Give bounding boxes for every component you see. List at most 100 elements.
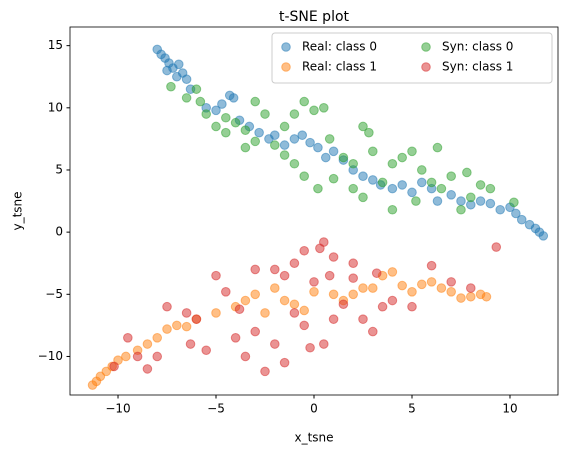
point [270, 130, 280, 140]
point [309, 287, 319, 297]
y-axis-label: y_tsne [11, 191, 25, 230]
point [299, 305, 310, 316]
point [465, 283, 476, 293]
point [367, 283, 378, 293]
point [250, 326, 261, 337]
point [240, 351, 251, 362]
point [348, 289, 358, 300]
point [270, 264, 280, 275]
point [411, 196, 421, 206]
point [121, 351, 131, 362]
point [348, 273, 358, 283]
x-tick-label: 5 [408, 402, 416, 416]
point [279, 150, 290, 160]
point [221, 287, 231, 297]
legend-marker [281, 62, 291, 72]
point [367, 175, 378, 185]
point [309, 277, 319, 287]
legend-marker [421, 42, 431, 52]
point [270, 283, 280, 293]
point [358, 171, 368, 181]
point [166, 81, 176, 92]
point [426, 260, 437, 271]
point [250, 96, 261, 107]
chart-title: t-SNE plot [279, 9, 350, 25]
point [377, 177, 388, 188]
point [456, 196, 466, 206]
point [436, 183, 447, 194]
y-tick-label: 10 [48, 100, 63, 114]
point [485, 198, 496, 209]
point [328, 252, 339, 262]
y-tick-label: −10 [38, 349, 63, 363]
point [318, 339, 329, 349]
point [348, 258, 358, 269]
point [181, 93, 192, 103]
point [313, 142, 323, 153]
point [217, 99, 227, 109]
point [324, 270, 335, 281]
x-axis-label: x_tsne [294, 431, 333, 445]
point [397, 152, 407, 163]
point [228, 93, 239, 103]
point [211, 270, 221, 281]
point [299, 320, 310, 331]
point [364, 127, 374, 138]
point [397, 280, 407, 291]
point [305, 137, 315, 148]
point [289, 134, 300, 144]
point [371, 268, 382, 278]
legend-label: Syn: class 0 [442, 40, 513, 54]
legend-box [271, 32, 553, 84]
point [211, 105, 221, 116]
legend-label: Real: class 0 [302, 40, 377, 54]
y-tick-label: 5 [55, 162, 63, 176]
point [211, 308, 221, 318]
point [162, 65, 172, 76]
point [289, 158, 300, 169]
point [289, 258, 300, 269]
point [142, 339, 153, 349]
point [446, 277, 456, 287]
point [465, 291, 476, 302]
point [142, 364, 153, 374]
point [181, 321, 192, 332]
point [289, 299, 300, 310]
point [475, 196, 486, 206]
point [299, 96, 310, 107]
point [491, 242, 502, 252]
point [270, 140, 280, 150]
point [358, 121, 368, 132]
point [377, 301, 388, 312]
point [152, 351, 163, 362]
point [250, 264, 261, 275]
point [387, 295, 398, 306]
x-tick-label: 10 [502, 402, 517, 416]
x-tick-label: −5 [207, 402, 225, 416]
point [338, 299, 349, 310]
point [172, 320, 182, 331]
point [456, 293, 466, 303]
point [162, 301, 172, 312]
point [230, 117, 241, 128]
point [509, 197, 519, 208]
point [426, 277, 437, 287]
point [201, 109, 212, 119]
point [221, 112, 231, 123]
point [432, 196, 443, 206]
point [181, 74, 192, 85]
point [387, 204, 398, 215]
point [407, 287, 417, 297]
point [191, 314, 202, 324]
point [407, 187, 417, 198]
point [181, 308, 192, 318]
point [348, 183, 358, 194]
point [234, 304, 245, 315]
point [465, 192, 476, 203]
point [240, 295, 251, 306]
x-tick-label: 0 [310, 402, 318, 416]
point [250, 136, 261, 147]
point [387, 158, 398, 169]
point [260, 308, 270, 318]
